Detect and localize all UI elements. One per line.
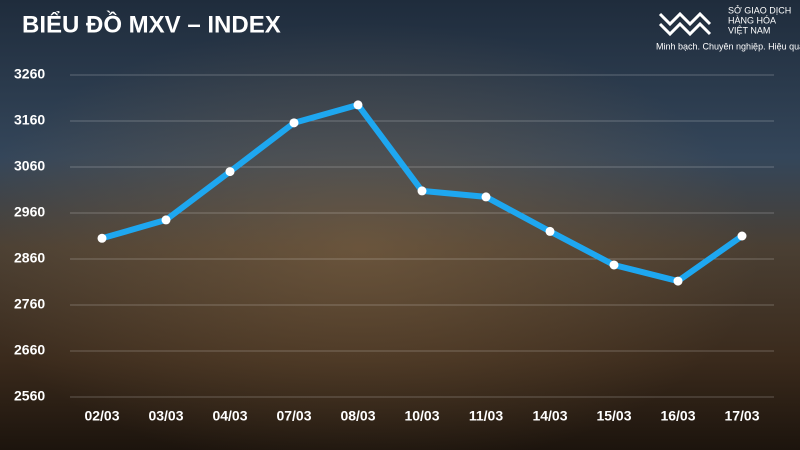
y-tick-label: 2960 bbox=[14, 204, 45, 220]
brand-name: HÀNG HÓA bbox=[728, 15, 776, 25]
x-tick-label: 17/03 bbox=[724, 408, 759, 424]
x-tick-label: 15/03 bbox=[596, 408, 631, 424]
point bbox=[225, 167, 235, 177]
y-tick-label: 3260 bbox=[14, 66, 45, 82]
point bbox=[289, 118, 299, 128]
y-tick-label: 2560 bbox=[14, 388, 45, 404]
point bbox=[737, 231, 747, 241]
chart-title: BIỂU ĐỒ MXV – INDEX bbox=[22, 10, 281, 38]
point bbox=[673, 276, 683, 286]
x-tick-label: 14/03 bbox=[532, 408, 567, 424]
x-tick-label: 16/03 bbox=[660, 408, 695, 424]
x-tick-label: 02/03 bbox=[84, 408, 119, 424]
point bbox=[481, 192, 491, 202]
point bbox=[97, 233, 107, 243]
x-tick-label: 03/03 bbox=[148, 408, 183, 424]
brand-tagline: Minh bạch. Chuyên nghiệp. Hiệu quả bbox=[656, 41, 800, 51]
y-tick-label: 2760 bbox=[14, 296, 45, 312]
logo-mark bbox=[658, 11, 712, 37]
x-tick-label: 11/03 bbox=[469, 408, 503, 424]
brand-name: SỞ GIAO DỊCH bbox=[728, 4, 791, 15]
point bbox=[161, 215, 171, 225]
y-tick-label: 3060 bbox=[14, 158, 45, 174]
point bbox=[609, 260, 619, 270]
y-tick-label: 2660 bbox=[14, 342, 45, 358]
y-tick-label: 3160 bbox=[14, 112, 45, 128]
y-tick-label: 2860 bbox=[14, 250, 45, 266]
point bbox=[417, 186, 427, 196]
x-tick-label: 10/03 bbox=[404, 408, 439, 424]
x-tick-label: 07/03 bbox=[276, 408, 311, 424]
x-tick-label: 04/03 bbox=[212, 408, 247, 424]
brand-name: VIỆT NAM bbox=[728, 25, 770, 35]
point bbox=[545, 226, 555, 236]
point bbox=[353, 100, 363, 110]
logo: SỞ GIAO DỊCH HÀNG HÓA VIỆT NAM Minh bạch… bbox=[656, 4, 800, 51]
x-tick-label: 08/03 bbox=[340, 408, 375, 424]
